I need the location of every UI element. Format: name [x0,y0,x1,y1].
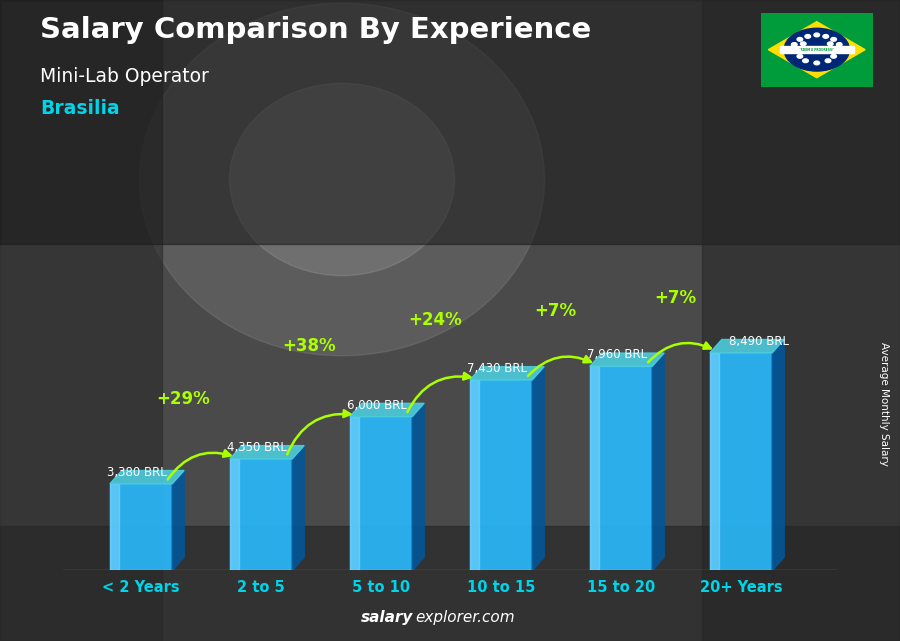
Text: +7%: +7% [654,288,696,306]
Bar [590,367,599,570]
Text: Salary Comparison By Experience: Salary Comparison By Experience [40,16,592,44]
Circle shape [814,61,820,65]
Circle shape [814,33,820,37]
Polygon shape [292,445,304,570]
Bar [0,0,900,244]
Text: explorer.com: explorer.com [415,610,515,625]
Circle shape [784,28,850,71]
Bar [0,526,900,641]
Text: +7%: +7% [534,303,576,320]
Bar [590,367,652,570]
Circle shape [823,35,829,38]
Circle shape [831,54,836,58]
Bar [710,353,772,570]
Circle shape [791,43,797,46]
Text: Mini-Lab Operator: Mini-Lab Operator [40,67,210,87]
Polygon shape [110,470,184,484]
Bar [110,484,172,570]
Bar [702,0,900,641]
Polygon shape [172,470,184,570]
Polygon shape [470,367,544,380]
Circle shape [836,43,842,46]
Polygon shape [710,340,784,353]
Bar [230,459,239,570]
Circle shape [795,49,800,53]
Text: +29%: +29% [156,390,210,408]
Text: 6,000 BRL: 6,000 BRL [347,399,408,412]
Circle shape [803,59,808,63]
Text: Brasilia: Brasilia [40,99,120,119]
Polygon shape [230,445,304,459]
Text: 7,430 BRL: 7,430 BRL [467,362,527,375]
Polygon shape [769,22,865,78]
Circle shape [805,35,811,38]
Text: salary: salary [361,610,413,625]
Polygon shape [350,403,424,417]
Circle shape [797,54,803,58]
Polygon shape [412,403,424,570]
Circle shape [827,42,833,46]
Bar [230,459,292,570]
Bar [710,353,719,570]
Text: 8,490 BRL: 8,490 BRL [729,335,789,347]
Bar [350,417,359,570]
Circle shape [800,42,806,46]
Polygon shape [652,353,664,570]
Bar [350,417,412,570]
Bar [470,380,479,570]
Circle shape [797,38,803,41]
Bar [470,380,532,570]
Polygon shape [590,353,664,367]
Polygon shape [772,340,784,570]
Text: +24%: +24% [408,311,462,329]
Bar [779,46,854,53]
Circle shape [825,59,831,63]
Polygon shape [532,367,544,570]
Text: ORDEM E PROGRESSO: ORDEM E PROGRESSO [798,47,835,52]
Text: 4,350 BRL: 4,350 BRL [228,441,287,454]
Text: 7,960 BRL: 7,960 BRL [588,348,647,362]
Bar [0,0,162,641]
Text: Average Monthly Salary: Average Monthly Salary [878,342,889,466]
Ellipse shape [230,83,454,276]
Circle shape [831,38,836,41]
Text: +38%: +38% [283,337,336,355]
Circle shape [833,49,839,53]
Bar [110,484,119,570]
Text: 3,380 BRL: 3,380 BRL [107,466,167,479]
Ellipse shape [140,3,544,356]
